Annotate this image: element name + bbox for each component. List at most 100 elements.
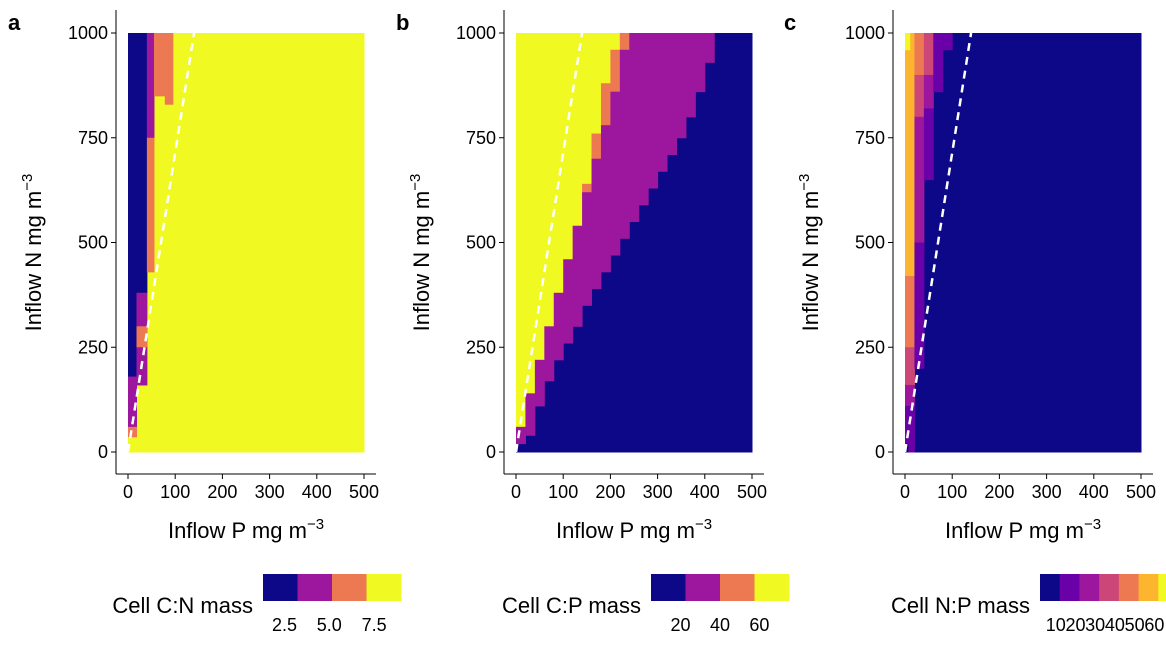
legend-tick-label: 60: [1144, 615, 1164, 635]
heatmap-cell: [591, 33, 602, 135]
heatmap-cell: [153, 33, 166, 97]
heatmap-cell: [905, 33, 915, 277]
x-tick-label: 200: [207, 482, 237, 502]
legend-tick-label: 40: [1105, 615, 1125, 635]
legend-title: Cell N:P mass: [891, 593, 1030, 618]
x-axis-label: Inflow P mg m−3: [556, 516, 712, 543]
x-tick-label: 200: [595, 482, 625, 502]
boundary-line: [903, 32, 973, 453]
heatmap-cell: [563, 33, 574, 260]
heatmap-cell: [544, 326, 555, 382]
y-axis-label: Inflow N mg m−3: [407, 174, 434, 332]
legend-swatch: [297, 574, 333, 601]
heatmap-cell: [572, 225, 583, 327]
heatmap-cell: [128, 437, 137, 453]
heatmap-cell: [704, 33, 715, 63]
legend-swatch: [263, 574, 298, 601]
y-tick-label: 750: [855, 128, 885, 148]
y-tick-label: 0: [875, 442, 885, 462]
heatmap-cell: [657, 33, 668, 172]
x-tick-label: 500: [1126, 482, 1156, 502]
heatmap-cell: [534, 359, 545, 407]
legend-swatch: [685, 574, 721, 601]
x-tick-label: 0: [123, 482, 133, 502]
heatmap-cell: [905, 347, 915, 386]
x-axis-label: Inflow P mg m−3: [945, 516, 1101, 543]
heatmap-cell: [136, 292, 148, 348]
heatmap-cell: [914, 116, 925, 243]
legend-swatch: [651, 574, 686, 601]
heatmap-cell: [923, 74, 934, 109]
y-tick-label: 1000: [845, 23, 885, 43]
legend-tick-label: 30: [1085, 615, 1105, 635]
heatmap-cell: [685, 33, 696, 118]
panel-letter-c: c: [784, 10, 797, 35]
heatmap-cell: [914, 74, 925, 118]
legend-c: Cell N:P mass 10 20 30 40 50 60: [891, 574, 1166, 635]
heatmap-cell: [591, 158, 602, 290]
heatmap-cell: [923, 33, 934, 76]
x-tick-label: 100: [160, 482, 190, 502]
x-tick-label: 500: [737, 482, 767, 502]
heatmap-cell: [516, 426, 526, 445]
y-tick-label: 1000: [456, 23, 496, 43]
y-tick-label: 1000: [68, 23, 108, 43]
heatmap-cell: [905, 33, 1142, 453]
heatmap-cell: [676, 33, 687, 139]
heatmap-cell: [610, 33, 621, 51]
heatmap-cell: [553, 33, 564, 294]
y-tick-label: 250: [855, 337, 885, 357]
panel-b: 0 250 500 750 1000 0 100 200 300 400 500 Inflow P m…: [407, 10, 790, 635]
y-tick-label: 250: [466, 337, 496, 357]
heatmap-cell: [534, 33, 545, 361]
y-tick-label: 250: [78, 337, 108, 357]
heatmap-cell: [600, 83, 611, 126]
heatmap-cell: [933, 33, 944, 93]
legend-tick-label: 10: [1046, 615, 1066, 635]
x-tick-label: 300: [643, 482, 673, 502]
heatmap-cell: [128, 33, 137, 453]
y-axis-label: Inflow N mg m−3: [796, 174, 823, 332]
legend-tick-label: 50: [1125, 615, 1145, 635]
legend-swatch: [332, 574, 367, 601]
heatmap-cell: [914, 242, 925, 369]
legend-tick-label: 20: [1065, 615, 1085, 635]
legend-swatch: [1138, 574, 1159, 601]
heatmap-cell: [600, 125, 611, 273]
heatmap-cell: [695, 33, 706, 93]
x-tick-label: 400: [690, 482, 720, 502]
heatmap-cell: [667, 33, 677, 156]
legend-swatch: [720, 574, 755, 601]
heatmap-cell: [942, 33, 953, 51]
legend-swatch: [1118, 574, 1140, 601]
x-tick-label: 100: [937, 482, 967, 502]
x-axis-label: Inflow P mg m−3: [168, 516, 324, 543]
y-tick-label: 0: [98, 442, 108, 462]
heatmap-cell: [905, 384, 915, 407]
x-tick-label: 300: [1032, 482, 1062, 502]
heatmap-cell: [136, 326, 148, 348]
legend-swatch: [1158, 574, 1166, 601]
legend-title: Cell C:P mass: [502, 593, 641, 618]
heatmap-cell: [648, 33, 659, 189]
heatmap-cell: [146, 33, 155, 139]
legend-tick-label: 20: [671, 615, 691, 635]
y-tick-label: 500: [78, 233, 108, 253]
panel-a: 0 250 500 750 1000 0 100 200 300 400 500 Inflow P m…: [19, 10, 402, 635]
heatmap-cell: [136, 33, 148, 294]
heatmap-cell: [516, 33, 526, 428]
x-tick-label: 300: [255, 482, 285, 502]
x-tick-label: 400: [1079, 482, 1109, 502]
legend-swatch: [1079, 574, 1100, 601]
panel-letter-a: a: [8, 10, 21, 35]
legend-title: Cell C:N mass: [112, 593, 253, 618]
legend-swatch: [1040, 574, 1061, 601]
legend-tick-label: 2.5: [272, 615, 297, 635]
heatmap-cell: [582, 33, 593, 185]
heatmap-cell: [525, 33, 536, 394]
legend-tick-label: 5.0: [317, 615, 342, 635]
legend-swatch: [366, 574, 402, 601]
heatmap-cell: [591, 133, 602, 160]
